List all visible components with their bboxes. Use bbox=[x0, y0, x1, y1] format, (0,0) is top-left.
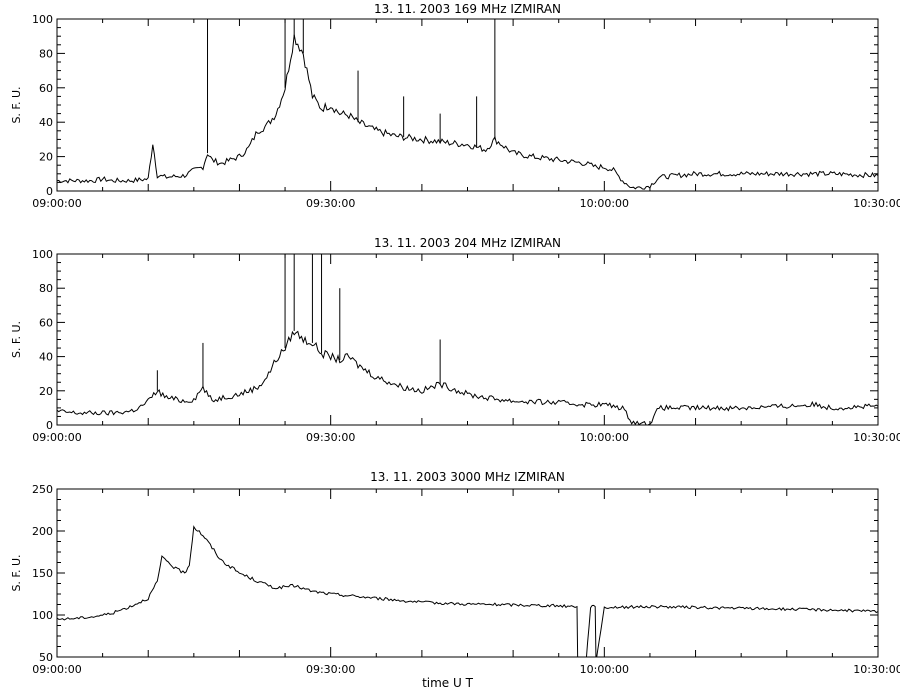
x-tick-label: 10:30:00 bbox=[853, 663, 900, 676]
x-tick-label: 10:30:00 bbox=[853, 431, 900, 444]
series-line bbox=[57, 330, 878, 425]
x-tick-label: 09:30:00 bbox=[306, 197, 355, 210]
y-tick-label: 20 bbox=[39, 151, 53, 164]
x-tick-label: 09:30:00 bbox=[306, 663, 355, 676]
y-tick-label: 80 bbox=[39, 47, 53, 60]
chart-title: 13. 11. 2003 3000 MHz IZMIRAN bbox=[370, 470, 565, 484]
x-tick-label: 10:00:00 bbox=[580, 431, 629, 444]
x-tick-label: 10:00:00 bbox=[580, 663, 629, 676]
chart-title: 13. 11. 2003 204 MHz IZMIRAN bbox=[374, 236, 561, 250]
chart-title: 13. 11. 2003 169 MHz IZMIRAN bbox=[374, 2, 561, 16]
y-tick-label: 250 bbox=[32, 483, 53, 496]
y-axis-label: S. F. U. bbox=[10, 321, 23, 358]
y-axis-label: S. F. U. bbox=[10, 554, 23, 591]
x-tick-label: 09:00:00 bbox=[32, 663, 81, 676]
plot-frame bbox=[56, 488, 879, 658]
plot-frame bbox=[56, 253, 879, 426]
x-tick-label: 10:00:00 bbox=[580, 197, 629, 210]
y-tick-label: 100 bbox=[32, 609, 53, 622]
y-tick-label: 20 bbox=[39, 385, 53, 398]
y-tick-label: 40 bbox=[39, 116, 53, 129]
y-tick-label: 150 bbox=[32, 567, 53, 580]
chart-2: 13. 11. 2003 204 MHz IZMIRAN S. F. U. 0 20 4… bbox=[10, 236, 900, 444]
series-line bbox=[57, 525, 878, 657]
y-tick-label: 200 bbox=[32, 525, 53, 538]
y-tick-label: 100 bbox=[32, 248, 53, 261]
x-tick-label: 10:30:00 bbox=[853, 197, 900, 210]
y-tick-label: 0 bbox=[46, 185, 53, 198]
y-tick-label: 100 bbox=[32, 13, 53, 26]
x-tick-label: 09:00:00 bbox=[32, 431, 81, 444]
chart-3: 13. 11. 2003 3000 MHz IZMIRAN S. F. U. 50 1… bbox=[10, 470, 900, 690]
y-axis-label: S. F. U. bbox=[10, 86, 23, 123]
y-tick-label: 40 bbox=[39, 351, 53, 364]
y-tick-label: 60 bbox=[39, 316, 53, 329]
x-axis-label: time U T bbox=[422, 676, 474, 690]
chart-1: 13. 11. 2003 169 MHz IZMIRAN S. F. U. 0 20 4… bbox=[10, 2, 900, 210]
series-line bbox=[57, 34, 878, 190]
x-tick-label: 09:00:00 bbox=[32, 197, 81, 210]
plot-frame bbox=[56, 18, 879, 192]
y-tick-label: 50 bbox=[39, 651, 53, 664]
x-tick-label: 09:30:00 bbox=[306, 431, 355, 444]
y-tick-label: 60 bbox=[39, 82, 53, 95]
y-tick-label: 80 bbox=[39, 282, 53, 295]
y-tick-label: 0 bbox=[46, 419, 53, 432]
